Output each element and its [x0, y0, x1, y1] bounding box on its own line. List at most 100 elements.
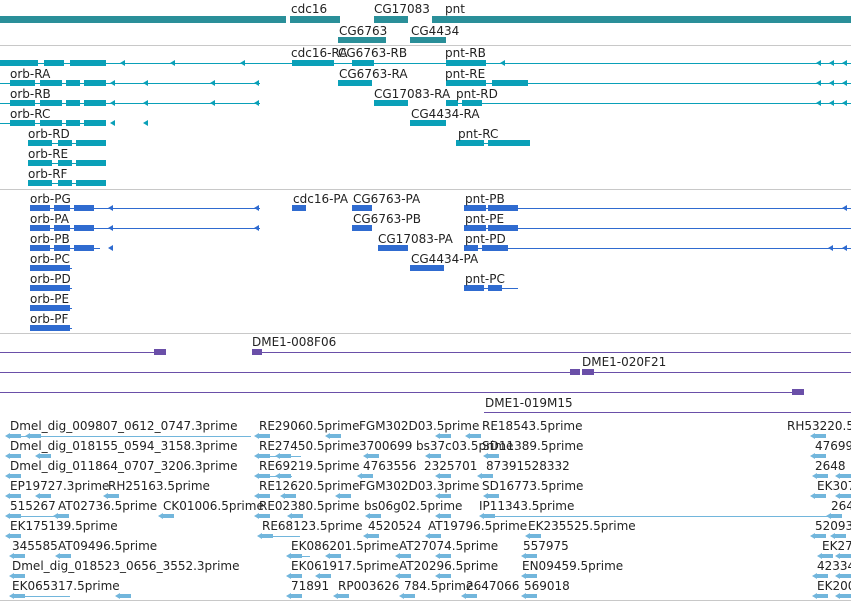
est-label-ek200[interactable]: EK200: [817, 579, 851, 593]
est-label-sd16773-5prime[interactable]: SD16773.5prime: [482, 479, 584, 493]
protein-label-orb-pg[interactable]: orb-PG: [30, 192, 71, 206]
gene-bar-orb[interactable]: [0, 16, 286, 23]
est-label-dmel-dig-011864-0707-3206-3prime[interactable]: Dmel_dig_011864_0707_3206.3prime: [10, 459, 238, 473]
est-alignment[interactable]: [10, 494, 21, 498]
exon-block[interactable]: [40, 80, 62, 86]
exon-block[interactable]: [58, 140, 72, 146]
est-label-87391[interactable]: 87391: [486, 459, 525, 473]
est-label-ep19727-3prime[interactable]: EP19727.3prime: [10, 479, 110, 493]
transcript-label-pnt-re[interactable]: pnt-RE: [445, 67, 486, 81]
protein-label-orb-pf[interactable]: orb-PF: [30, 312, 69, 326]
est-label-dmel-dig-009807-0612-0747-3prime[interactable]: Dmel_dig_009807_0612_0747.3prime: [10, 419, 238, 433]
clone-end-marker[interactable]: [252, 349, 262, 355]
exon-block[interactable]: [446, 80, 486, 86]
exon-block[interactable]: [76, 140, 106, 146]
clone-label-dme1-019m15[interactable]: DME1-019M15: [485, 396, 573, 410]
est-alignment[interactable]: [40, 454, 51, 458]
exon-block[interactable]: [464, 245, 478, 251]
transcript-label-orb-rb[interactable]: orb-RB: [10, 87, 51, 101]
exon-block[interactable]: [40, 120, 62, 126]
est-label-ek061917-5prime[interactable]: EK061917.5prime: [291, 559, 399, 573]
est-alignment[interactable]: [822, 554, 833, 558]
exon-block[interactable]: [492, 80, 528, 86]
est-label-ek086201-5prime[interactable]: EK086201.5prime: [291, 539, 399, 553]
est-alignment[interactable]: [259, 494, 270, 498]
exon-block[interactable]: [10, 80, 35, 86]
gene-bar-cg17083[interactable]: [374, 16, 408, 23]
est-alignment[interactable]: [840, 594, 851, 598]
est-alignment[interactable]: [840, 554, 851, 558]
est-alignment[interactable]: [14, 574, 25, 578]
est-alignment[interactable]: [815, 434, 826, 438]
gene-label-cdc16[interactable]: cdc16: [291, 2, 328, 16]
exon-block[interactable]: [488, 225, 518, 231]
exon-block[interactable]: [54, 205, 70, 211]
est-alignment[interactable]: [440, 434, 451, 438]
exon-block[interactable]: [74, 245, 94, 251]
protein-label-orb-pb[interactable]: orb-PB: [30, 232, 70, 246]
est-label-71891[interactable]: 71891: [291, 579, 330, 593]
exon-block[interactable]: [30, 245, 50, 251]
est-alignment[interactable]: [368, 534, 379, 538]
clone-end-marker[interactable]: [582, 369, 594, 375]
est-alignment[interactable]: [58, 514, 69, 518]
est-label-ck01006-5prime[interactable]: CK01006.5prime: [163, 499, 264, 513]
est-alignment[interactable]: [488, 454, 499, 458]
est-alignment[interactable]: [40, 494, 51, 498]
est-alignment[interactable]: [291, 574, 302, 578]
est-label-rp003626[interactable]: RP003626: [338, 579, 400, 593]
est-alignment[interactable]: [285, 494, 296, 498]
est-alignment[interactable]: [482, 474, 493, 478]
transcript-label-cg6763-rb[interactable]: CG6763-RB: [338, 46, 408, 60]
exon-block[interactable]: [488, 140, 530, 146]
exon-block[interactable]: [58, 160, 72, 166]
exon-block[interactable]: [488, 285, 502, 291]
gene-label-cg4434[interactable]: CG4434: [411, 24, 460, 38]
protein-label-pnt-pe[interactable]: pnt-PE: [465, 212, 505, 226]
protein-label-orb-pa[interactable]: orb-PA: [30, 212, 69, 226]
protein-label-cdc16-pa[interactable]: cdc16-PA: [293, 192, 349, 206]
exon-block[interactable]: [338, 80, 372, 86]
protein-label-orb-pc[interactable]: orb-PC: [30, 252, 70, 266]
est-alignment[interactable]: [430, 454, 441, 458]
exon-block[interactable]: [352, 60, 374, 66]
est-label-528332[interactable]: 528332: [524, 459, 570, 473]
est-label-re69219-5prime[interactable]: RE69219.5prime: [259, 459, 360, 473]
exon-block[interactable]: [446, 100, 458, 106]
est-alignment[interactable]: [320, 574, 331, 578]
exon-block[interactable]: [30, 265, 70, 271]
est-label-264[interactable]: 264: [831, 499, 851, 513]
protein-label-pnt-pc[interactable]: pnt-PC: [465, 272, 505, 286]
exon-block[interactable]: [28, 140, 52, 146]
protein-label-cg4434-pa[interactable]: CG4434-PA: [411, 252, 479, 266]
est-label-bs37c03-5prime[interactable]: bs37c03.5prime: [416, 439, 514, 453]
est-label-515267[interactable]: 515267: [10, 499, 56, 513]
exon-block[interactable]: [10, 100, 35, 106]
est-label-re02380-5prime[interactable]: RE02380.5prime: [259, 499, 360, 513]
exon-block[interactable]: [410, 120, 446, 126]
exon-block[interactable]: [482, 245, 508, 251]
est-alignment[interactable]: [10, 454, 21, 458]
exon-block[interactable]: [464, 285, 484, 291]
est-label-re29060-5prime[interactable]: RE29060.5prime: [259, 419, 360, 433]
est-alignment[interactable]: [10, 474, 21, 478]
est-label-re68123-5prime[interactable]: RE68123.5prime: [262, 519, 363, 533]
protein-label-pnt-pd[interactable]: pnt-PD: [465, 232, 506, 246]
est-alignment[interactable]: [815, 494, 826, 498]
est-label-4520524[interactable]: 4520524: [368, 519, 422, 533]
exon-block[interactable]: [30, 325, 70, 331]
exon-block[interactable]: [76, 160, 106, 166]
est-alignment[interactable]: [815, 454, 826, 458]
exon-block[interactable]: [352, 225, 372, 231]
est-label-2648[interactable]: 2648: [815, 459, 846, 473]
transcript-label-cg4434-ra[interactable]: CG4434-RA: [411, 107, 480, 121]
exon-block[interactable]: [352, 205, 372, 211]
exon-block[interactable]: [456, 140, 484, 146]
est-alignment[interactable]: [440, 554, 451, 558]
exon-block[interactable]: [74, 205, 94, 211]
exon-block[interactable]: [74, 225, 94, 231]
est-alignment[interactable]: [840, 494, 851, 498]
est-label-3700699[interactable]: 3700699: [359, 439, 413, 453]
est-alignment[interactable]: [526, 594, 537, 598]
est-label-at20296-5prime[interactable]: AT20296.5prime: [399, 559, 499, 573]
